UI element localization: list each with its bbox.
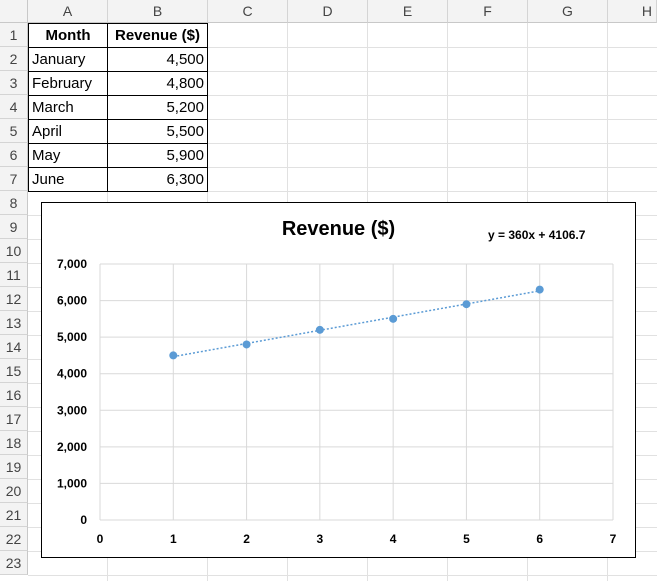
header-cell-month[interactable]: Month: [28, 23, 108, 48]
row-header-9[interactable]: 9: [0, 215, 28, 239]
chart-object[interactable]: Revenue ($) y = 360x + 4106.7 0 1,000 2,00…: [41, 202, 636, 558]
y-tick-label: 0: [80, 513, 87, 527]
row-header-5[interactable]: 5: [0, 119, 28, 143]
y-tick-label: 7,000: [57, 257, 87, 271]
y-tick-label: 2,000: [57, 440, 87, 454]
revenue-cell[interactable]: 4,500: [107, 47, 208, 72]
row-header-12[interactable]: 12: [0, 287, 28, 311]
row-header-2[interactable]: 2: [0, 47, 28, 71]
select-all-corner[interactable]: [0, 0, 28, 23]
gridline-horizontal: [28, 167, 657, 168]
column-header-f[interactable]: F: [448, 0, 528, 23]
column-header-d[interactable]: D: [288, 0, 368, 23]
revenue-cell[interactable]: 5,900: [107, 143, 208, 168]
x-tick-label: 6: [536, 532, 543, 546]
row-header-11[interactable]: 11: [0, 263, 28, 287]
gridline-horizontal: [28, 71, 657, 72]
revenue-cell[interactable]: 5,200: [107, 95, 208, 120]
row-header-15[interactable]: 15: [0, 359, 28, 383]
revenue-cell[interactable]: 5,500: [107, 119, 208, 144]
row-header-1[interactable]: 1: [0, 23, 28, 47]
row-header-13[interactable]: 13: [0, 311, 28, 335]
trendline-equation[interactable]: y = 360x + 4106.7: [488, 228, 586, 242]
month-cell[interactable]: March: [28, 95, 108, 120]
x-tick-label: 3: [317, 532, 324, 546]
column-header-g[interactable]: G: [528, 0, 608, 23]
data-point: [169, 351, 178, 360]
month-cell[interactable]: February: [28, 71, 108, 96]
row-header-21[interactable]: 21: [0, 503, 28, 527]
row-header-7[interactable]: 7: [0, 167, 28, 191]
revenue-cell[interactable]: 6,300: [107, 167, 208, 192]
data-point: [535, 285, 544, 294]
row-header-16[interactable]: 16: [0, 383, 28, 407]
header-cell-revenue[interactable]: Revenue ($): [107, 23, 208, 48]
gridline-horizontal: [28, 575, 657, 576]
column-header-a[interactable]: A: [28, 0, 108, 23]
y-tick-label: 6,000: [57, 294, 87, 308]
column-header-b[interactable]: B: [108, 0, 208, 23]
row-header-17[interactable]: 17: [0, 407, 28, 431]
column-header-h[interactable]: H: [608, 0, 657, 23]
data-point: [315, 325, 324, 334]
revenue-cell[interactable]: 4,800: [107, 71, 208, 96]
gridline-horizontal: [28, 119, 657, 120]
chart-plot-area[interactable]: 0 1,000 2,000 3,000 4,000 5,000 6,000 7,000 0 1 2 3…: [42, 203, 635, 557]
y-tick-label: 5,000: [57, 330, 87, 344]
data-point: [462, 300, 471, 309]
x-tick-label: 2: [243, 532, 250, 546]
month-cell[interactable]: May: [28, 143, 108, 168]
row-header-3[interactable]: 3: [0, 71, 28, 95]
x-tick-label: 0: [97, 532, 104, 546]
data-point: [242, 340, 251, 349]
row-header-8[interactable]: 8: [0, 191, 28, 215]
row-header-4[interactable]: 4: [0, 95, 28, 119]
x-tick-label: 5: [463, 532, 470, 546]
row-header-18[interactable]: 18: [0, 431, 28, 455]
row-header-19[interactable]: 19: [0, 455, 28, 479]
row-header-22[interactable]: 22: [0, 527, 28, 551]
gridline-horizontal: [28, 47, 657, 48]
month-cell[interactable]: June: [28, 167, 108, 192]
month-cell[interactable]: April: [28, 119, 108, 144]
row-header-14[interactable]: 14: [0, 335, 28, 359]
x-tick-label: 7: [610, 532, 617, 546]
row-header-6[interactable]: 6: [0, 143, 28, 167]
row-header-23[interactable]: 23: [0, 551, 28, 575]
row-header-10[interactable]: 10: [0, 239, 28, 263]
y-tick-label: 3,000: [57, 403, 87, 417]
column-header-c[interactable]: C: [208, 0, 288, 23]
gridline-horizontal: [28, 95, 657, 96]
y-tick-label: 1,000: [57, 476, 87, 490]
gridline-horizontal: [28, 143, 657, 144]
gridline-horizontal: [28, 191, 657, 192]
column-header-e[interactable]: E: [368, 0, 448, 23]
y-tick-label: 4,000: [57, 367, 87, 381]
data-point: [389, 314, 398, 323]
x-tick-label: 1: [170, 532, 177, 546]
chart-title[interactable]: Revenue ($): [281, 218, 396, 240]
row-header-20[interactable]: 20: [0, 479, 28, 503]
x-tick-label: 4: [390, 532, 397, 546]
month-cell[interactable]: January: [28, 47, 108, 72]
